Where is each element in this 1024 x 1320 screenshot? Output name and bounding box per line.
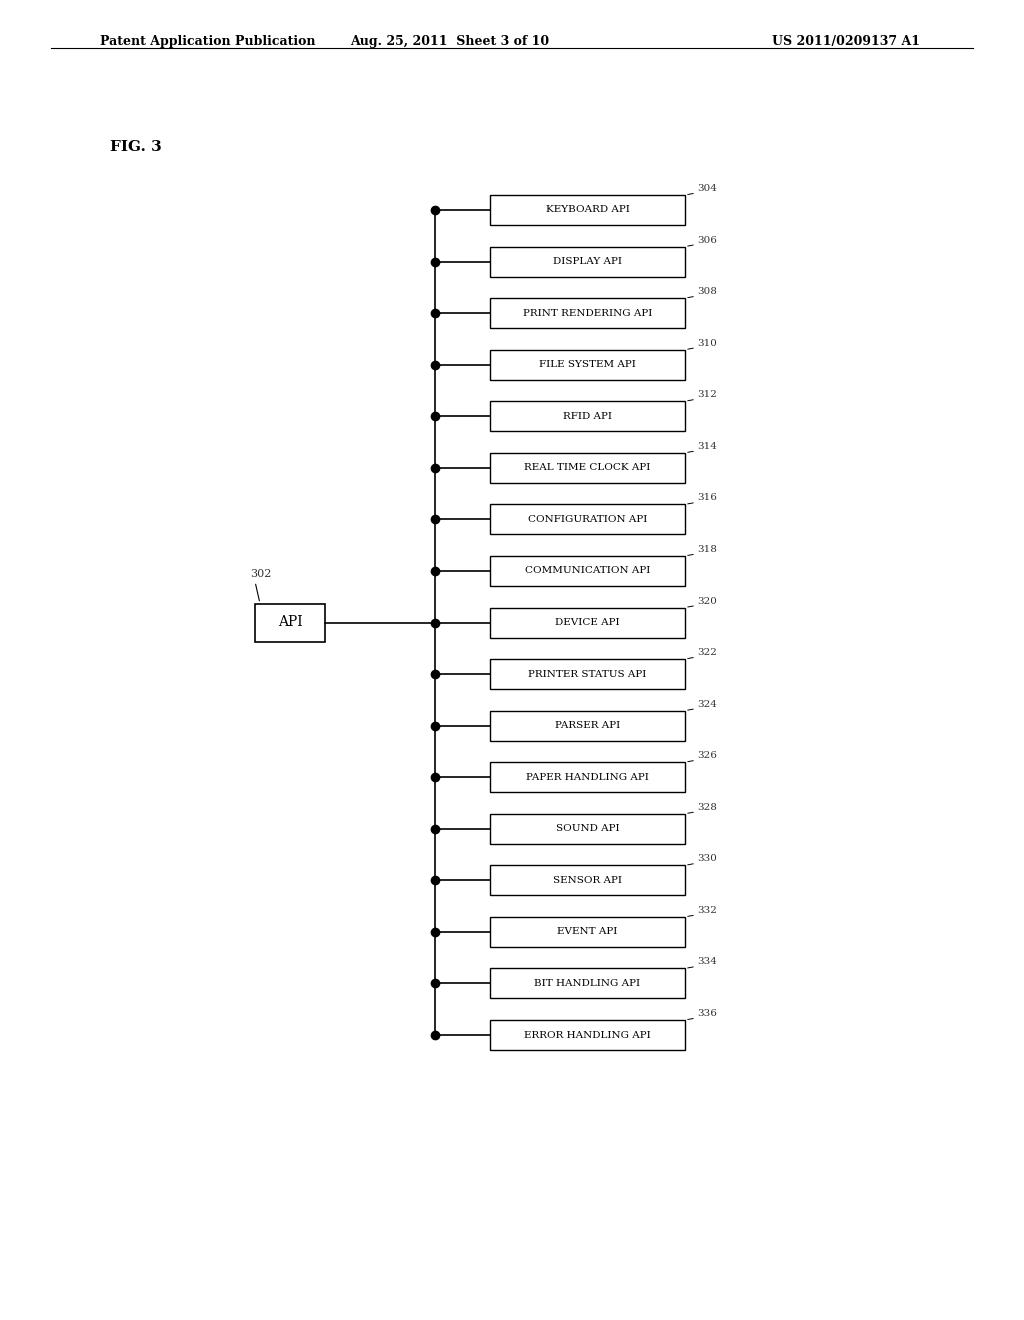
Text: 314: 314 bbox=[697, 442, 717, 451]
Text: PRINTER STATUS API: PRINTER STATUS API bbox=[528, 669, 647, 678]
FancyBboxPatch shape bbox=[490, 659, 685, 689]
FancyBboxPatch shape bbox=[490, 453, 685, 483]
Text: 326: 326 bbox=[697, 751, 717, 760]
Text: 334: 334 bbox=[697, 957, 717, 966]
Text: PARSER API: PARSER API bbox=[555, 721, 621, 730]
Text: COMMUNICATION API: COMMUNICATION API bbox=[525, 566, 650, 576]
Text: FIG. 3: FIG. 3 bbox=[110, 140, 162, 154]
FancyBboxPatch shape bbox=[490, 866, 685, 895]
Text: REAL TIME CLOCK API: REAL TIME CLOCK API bbox=[524, 463, 650, 473]
FancyBboxPatch shape bbox=[490, 556, 685, 586]
Text: 322: 322 bbox=[697, 648, 717, 657]
Text: RFID API: RFID API bbox=[563, 412, 612, 421]
FancyBboxPatch shape bbox=[490, 195, 685, 224]
Text: 310: 310 bbox=[697, 339, 717, 347]
Text: PRINT RENDERING API: PRINT RENDERING API bbox=[523, 309, 652, 318]
Text: 302: 302 bbox=[250, 569, 271, 578]
Text: SENSOR API: SENSOR API bbox=[553, 875, 622, 884]
FancyBboxPatch shape bbox=[490, 298, 685, 329]
FancyBboxPatch shape bbox=[490, 1020, 685, 1049]
Text: 336: 336 bbox=[697, 1008, 717, 1018]
FancyBboxPatch shape bbox=[490, 917, 685, 946]
Text: 308: 308 bbox=[697, 288, 717, 296]
FancyBboxPatch shape bbox=[490, 813, 685, 843]
Text: PAPER HANDLING API: PAPER HANDLING API bbox=[526, 772, 649, 781]
Text: 312: 312 bbox=[697, 391, 717, 399]
FancyBboxPatch shape bbox=[490, 350, 685, 380]
Text: BIT HANDLING API: BIT HANDLING API bbox=[535, 979, 641, 987]
Text: API: API bbox=[278, 615, 302, 630]
Text: 316: 316 bbox=[697, 494, 717, 503]
Text: Aug. 25, 2011  Sheet 3 of 10: Aug. 25, 2011 Sheet 3 of 10 bbox=[350, 36, 550, 48]
Text: CONFIGURATION API: CONFIGURATION API bbox=[527, 515, 647, 524]
Text: 324: 324 bbox=[697, 700, 717, 709]
FancyBboxPatch shape bbox=[490, 504, 685, 535]
FancyBboxPatch shape bbox=[490, 762, 685, 792]
Text: ERROR HANDLING API: ERROR HANDLING API bbox=[524, 1031, 651, 1040]
FancyBboxPatch shape bbox=[490, 247, 685, 277]
FancyBboxPatch shape bbox=[490, 969, 685, 998]
Text: 320: 320 bbox=[697, 597, 717, 606]
Text: 306: 306 bbox=[697, 235, 717, 244]
Text: DEVICE API: DEVICE API bbox=[555, 618, 620, 627]
Text: FILE SYSTEM API: FILE SYSTEM API bbox=[539, 360, 636, 370]
FancyBboxPatch shape bbox=[255, 603, 325, 642]
Text: 332: 332 bbox=[697, 906, 717, 915]
Text: DISPLAY API: DISPLAY API bbox=[553, 257, 622, 267]
Text: SOUND API: SOUND API bbox=[556, 824, 620, 833]
Text: KEYBOARD API: KEYBOARD API bbox=[546, 206, 630, 214]
Text: EVENT API: EVENT API bbox=[557, 928, 617, 936]
FancyBboxPatch shape bbox=[490, 710, 685, 741]
Text: 318: 318 bbox=[697, 545, 717, 554]
Text: US 2011/0209137 A1: US 2011/0209137 A1 bbox=[772, 36, 920, 48]
Text: 328: 328 bbox=[697, 803, 717, 812]
FancyBboxPatch shape bbox=[490, 401, 685, 432]
Text: Patent Application Publication: Patent Application Publication bbox=[100, 36, 315, 48]
Text: 330: 330 bbox=[697, 854, 717, 863]
FancyBboxPatch shape bbox=[490, 607, 685, 638]
Text: 304: 304 bbox=[697, 183, 717, 193]
